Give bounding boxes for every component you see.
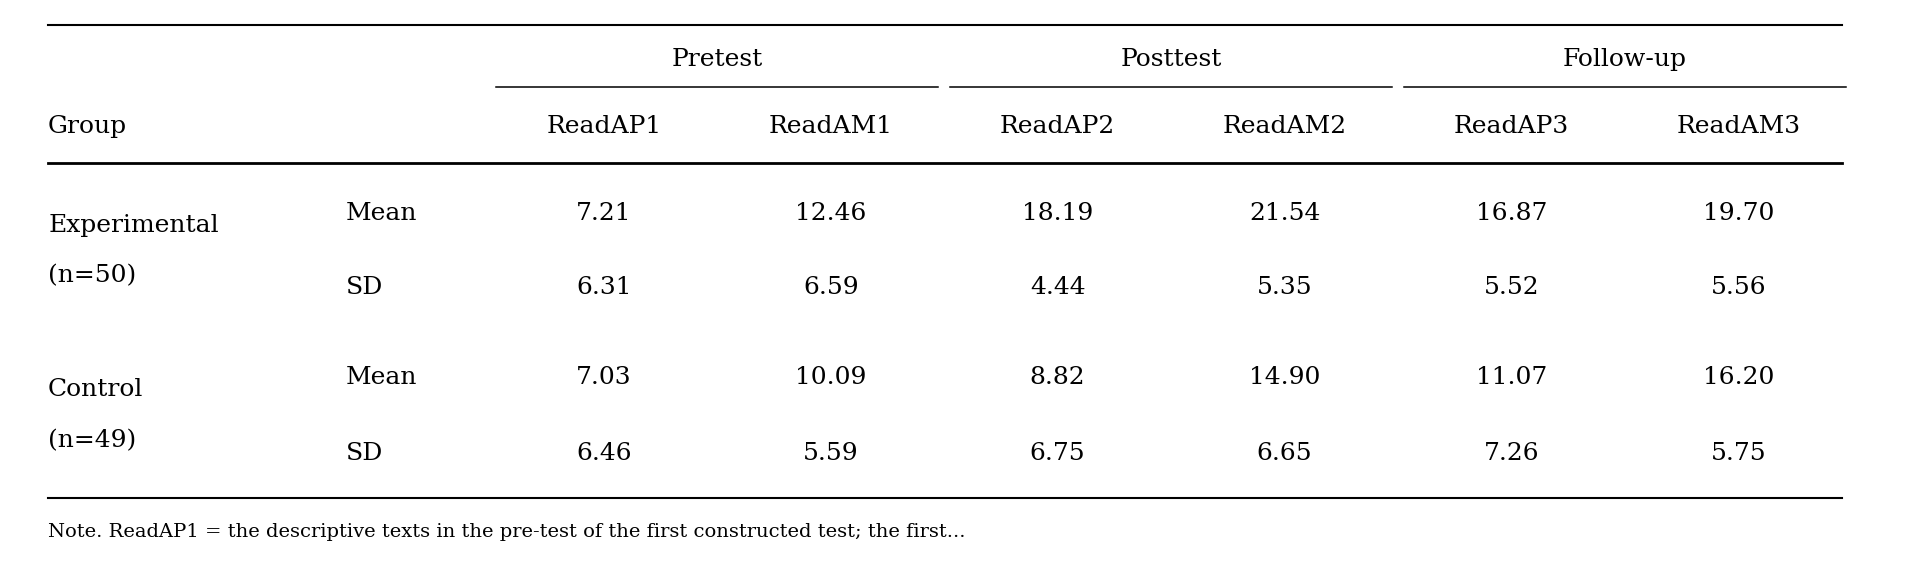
Text: 19.70: 19.70 [1702, 203, 1775, 225]
Text: SD: SD [346, 276, 383, 298]
Text: 7.26: 7.26 [1485, 442, 1538, 464]
Text: ReadAP2: ReadAP2 [1000, 115, 1115, 138]
Text: 5.35: 5.35 [1258, 276, 1311, 298]
Text: 6.46: 6.46 [577, 442, 631, 464]
Text: 4.44: 4.44 [1031, 276, 1085, 298]
Text: Posttest: Posttest [1121, 48, 1221, 70]
Text: ReadAM3: ReadAM3 [1677, 115, 1800, 138]
Text: Mean: Mean [346, 366, 417, 388]
Text: 6.31: 6.31 [577, 276, 631, 298]
Text: Note. ReadAP1 = the descriptive texts in the pre-test of the first constructed t: Note. ReadAP1 = the descriptive texts in… [48, 523, 965, 541]
Text: 5.56: 5.56 [1711, 276, 1765, 298]
Text: ReadAM1: ReadAM1 [769, 115, 892, 138]
Text: 6.59: 6.59 [804, 276, 858, 298]
Text: Group: Group [48, 115, 127, 138]
Text: 7.03: 7.03 [577, 366, 631, 388]
Text: (n=50): (n=50) [48, 265, 137, 287]
Text: 6.75: 6.75 [1031, 442, 1085, 464]
Text: 16.20: 16.20 [1702, 366, 1775, 388]
Text: 6.65: 6.65 [1258, 442, 1311, 464]
Text: 5.52: 5.52 [1485, 276, 1538, 298]
Text: (n=49): (n=49) [48, 429, 137, 452]
Text: 10.09: 10.09 [794, 366, 867, 388]
Text: 5.75: 5.75 [1711, 442, 1765, 464]
Text: Mean: Mean [346, 203, 417, 225]
Text: 21.54: 21.54 [1248, 203, 1321, 225]
Text: 11.07: 11.07 [1475, 366, 1548, 388]
Text: 12.46: 12.46 [794, 203, 867, 225]
Text: 7.21: 7.21 [577, 203, 631, 225]
Text: Follow-up: Follow-up [1563, 48, 1686, 70]
Text: Control: Control [48, 378, 144, 401]
Text: 14.90: 14.90 [1248, 366, 1321, 388]
Text: 16.87: 16.87 [1475, 203, 1548, 225]
Text: ReadAP1: ReadAP1 [546, 115, 662, 138]
Text: 5.59: 5.59 [804, 442, 858, 464]
Text: SD: SD [346, 442, 383, 464]
Text: 18.19: 18.19 [1021, 203, 1094, 225]
Text: ReadAM2: ReadAM2 [1223, 115, 1346, 138]
Text: ReadAP3: ReadAP3 [1454, 115, 1569, 138]
Text: Experimental: Experimental [48, 214, 219, 236]
Text: Pretest: Pretest [671, 48, 763, 70]
Text: 8.82: 8.82 [1031, 366, 1085, 388]
